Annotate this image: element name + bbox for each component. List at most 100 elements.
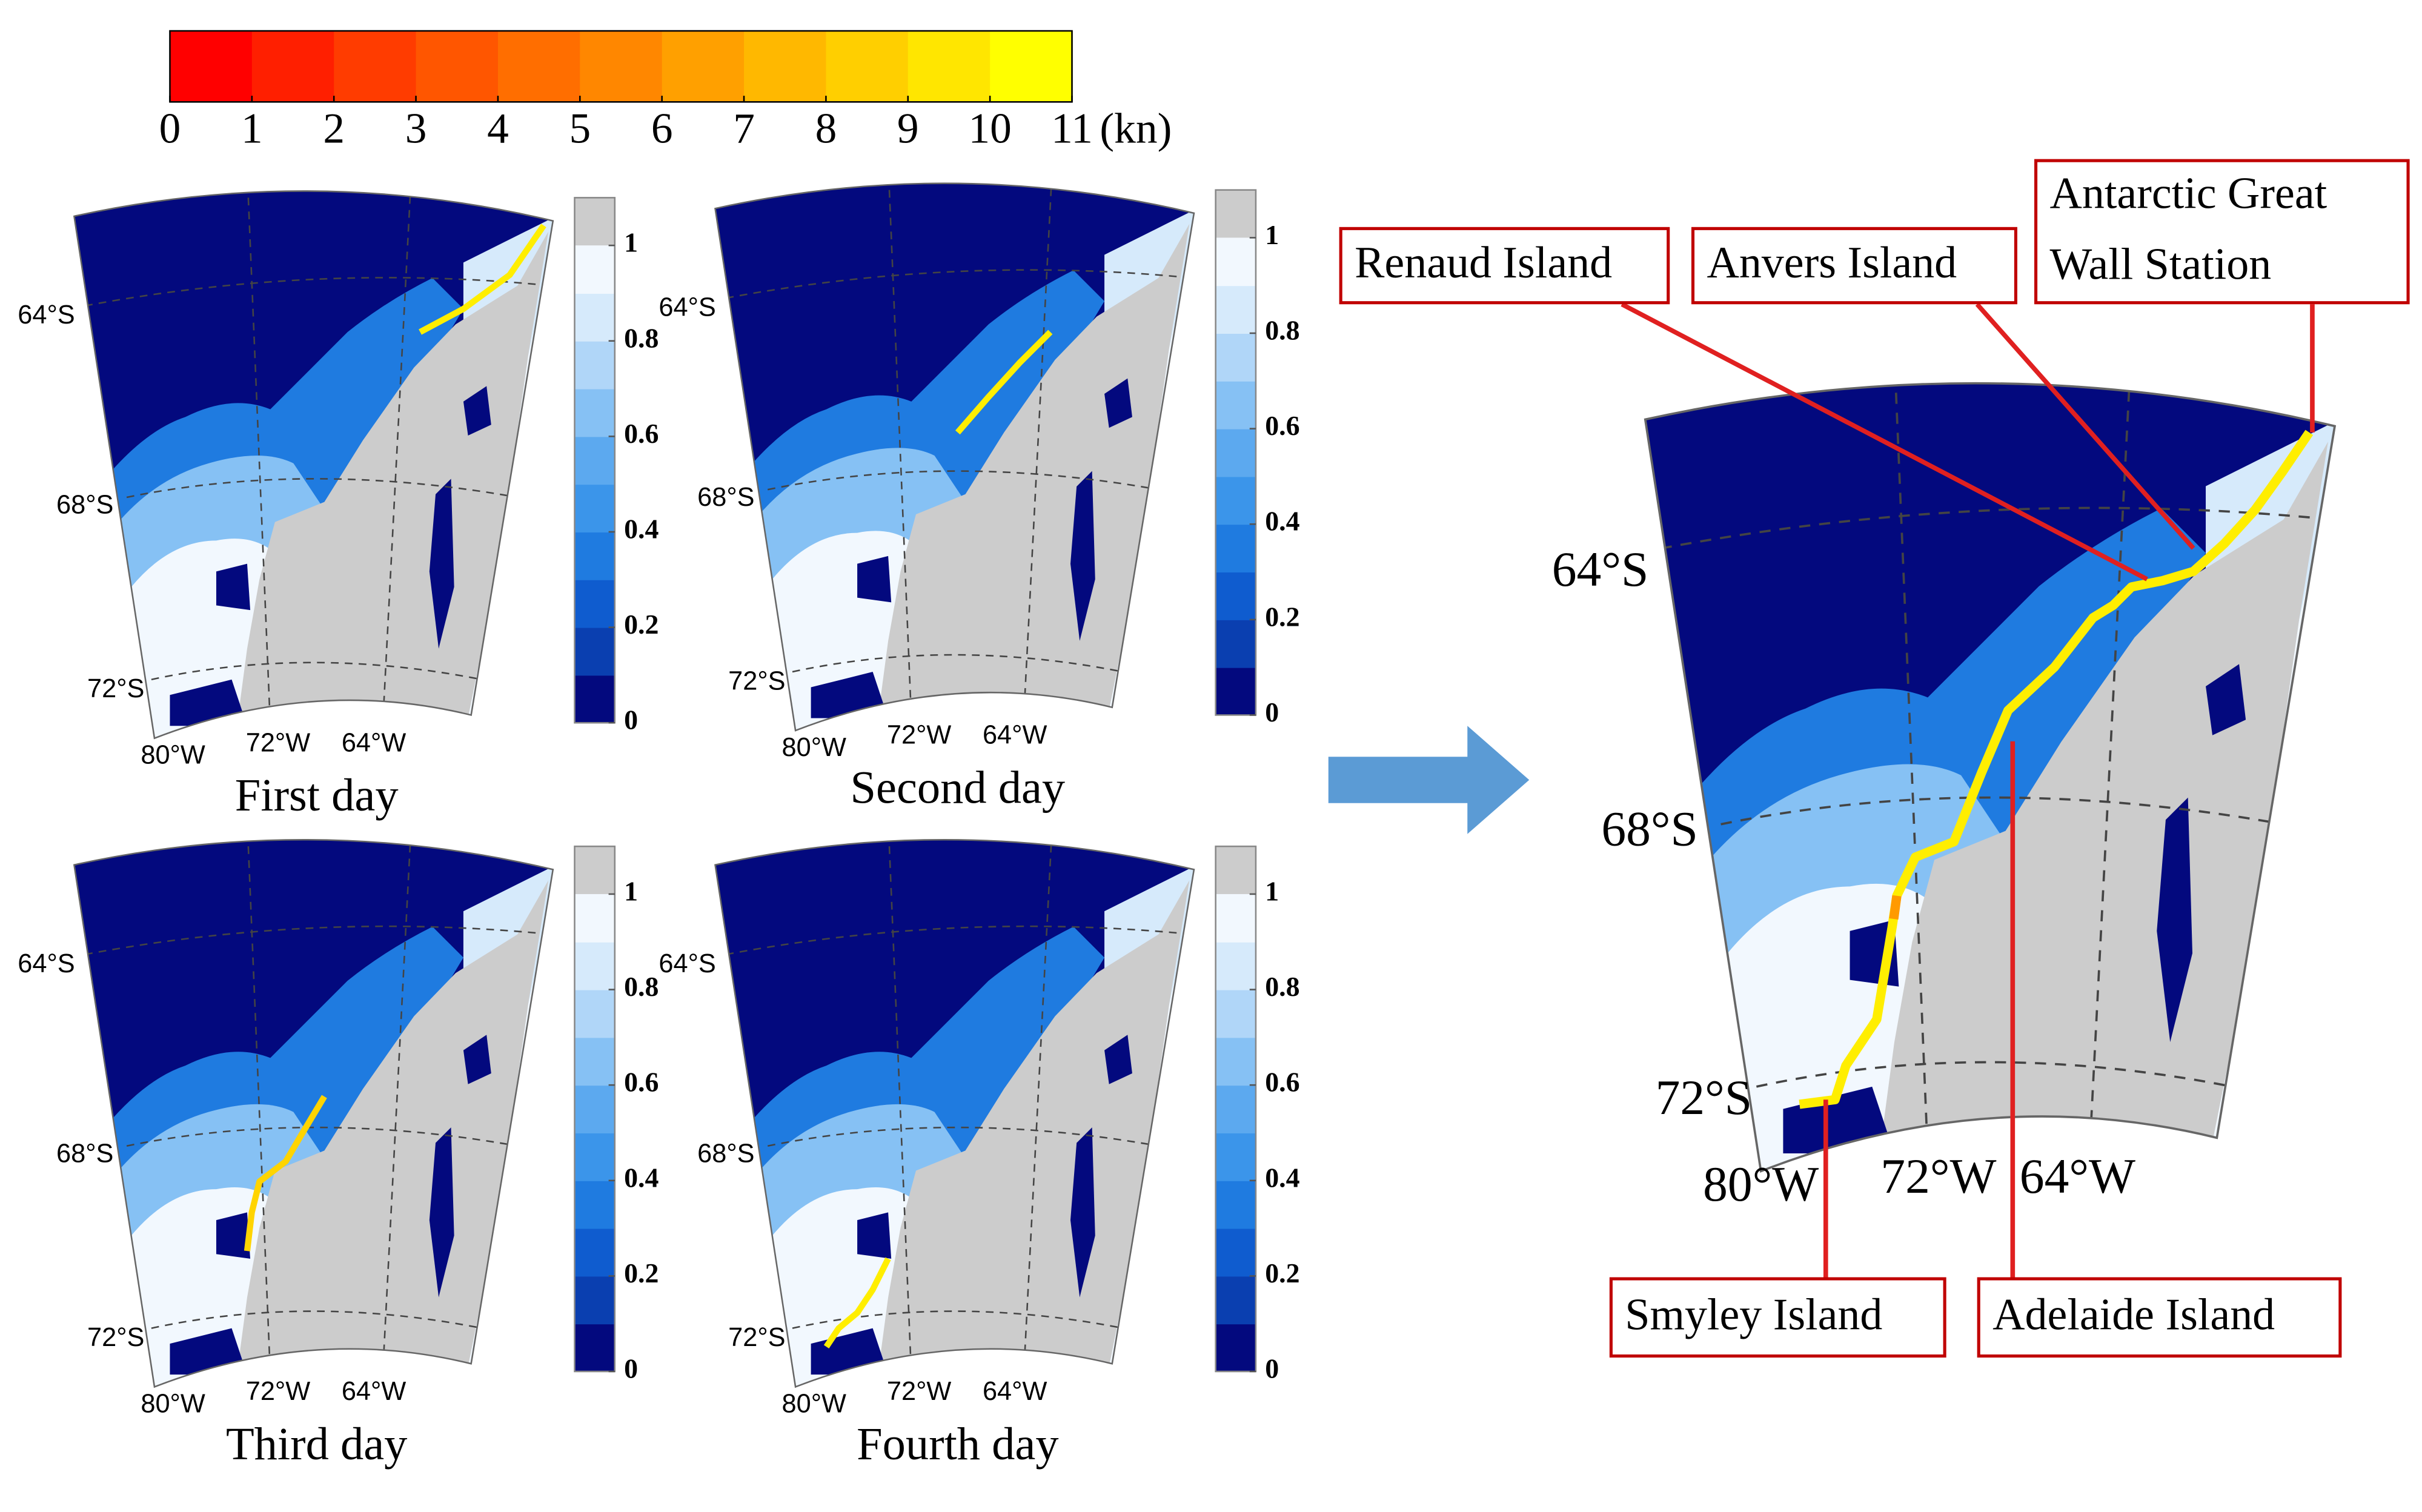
ice-color-segment [1215, 237, 1256, 287]
ice-color-segment [574, 1085, 615, 1133]
main-lat-label: 68°S [1601, 801, 1698, 856]
map-panel: 64°S 68°S 72°S 80°W 72°W 64°W Second day 0 0.2 0.… [659, 182, 1300, 813]
route [823, 1257, 891, 1349]
ice-tick-label: 0 [1265, 1353, 1279, 1384]
lat-label: 68°S [697, 483, 754, 512]
route [244, 1095, 327, 1252]
ice-tick-label: 0.4 [624, 1162, 659, 1193]
open-water [1104, 378, 1132, 428]
ice-colorbar-frame [574, 845, 616, 1373]
speed-tick-label: 1 [241, 105, 263, 153]
panel-title: Fourth day [857, 1418, 1058, 1470]
annotation-text: Wall Station [2050, 239, 2272, 289]
ice-color-segment [1215, 619, 1256, 668]
ice-tick-label: 0.6 [1265, 1067, 1299, 1098]
speed-color-segment [907, 30, 991, 102]
grid-line [151, 662, 482, 681]
ice-color-segment [574, 484, 615, 532]
panel-title: Third day [226, 1418, 407, 1470]
lon-label: 64°W [342, 1377, 406, 1406]
ice-color-segment [574, 436, 615, 485]
grid-line [792, 654, 1123, 673]
lon-label: 64°W [983, 1377, 1047, 1406]
speed-tick-label: 6 [651, 105, 673, 153]
speed-tick-label: 3 [405, 105, 427, 153]
lat-label: 72°S [728, 666, 785, 695]
ice-tick-label: 0.2 [624, 609, 659, 640]
ice-color-segment [574, 627, 615, 676]
ice-color-segment [1215, 1228, 1256, 1277]
lon-label: 80°W [782, 733, 847, 762]
lon-label: 72°W [887, 721, 952, 750]
main-lat-label: 64°S [1552, 542, 1649, 597]
panel-title: First day [235, 769, 399, 821]
ice-tick-label: 0.4 [1265, 506, 1299, 537]
grid-line [1023, 183, 1053, 711]
ice-color-segment [574, 1037, 615, 1086]
ice-tick-label: 0.6 [624, 418, 659, 449]
ice-tick-label: 0.8 [624, 971, 659, 1002]
ice-land-segment [574, 846, 615, 894]
lat-label: 68°S [56, 1139, 113, 1169]
ice-color-segment [574, 579, 615, 628]
annotation-text: Anvers Island [1707, 237, 1957, 287]
leader-line [1621, 302, 2148, 582]
map-frame [1644, 382, 2337, 1173]
lon-label: 72°W [246, 728, 311, 757]
ice-tick-label: 0 [624, 1353, 638, 1384]
map-frame [714, 182, 1195, 732]
speed-unit: (kn) [1100, 105, 1172, 153]
lon-label: 80°W [141, 741, 205, 770]
land [234, 880, 549, 1387]
ice-color-segment [574, 1324, 615, 1373]
grid-line [126, 1126, 518, 1147]
land [875, 224, 1190, 731]
land [875, 880, 1190, 1387]
speed-color-segment [334, 30, 417, 102]
speed-tick-label: 0 [159, 105, 181, 153]
ice-color-segment [1215, 989, 1256, 1038]
grid-line [382, 840, 412, 1367]
ice-color-segment [1215, 476, 1256, 525]
main-lon-label: 80°W [1703, 1156, 1819, 1212]
open-water [1070, 471, 1095, 642]
speed-tick-label: 2 [323, 105, 345, 153]
main-route-slow [1889, 895, 1902, 920]
open-water [1070, 1127, 1095, 1298]
map-frame [73, 838, 554, 1388]
ice-tick-label: 0.6 [1265, 410, 1299, 441]
ice-tick-label: 0.8 [1265, 315, 1299, 346]
ice-tick-label: 1 [624, 875, 638, 906]
leader-line [1975, 302, 2195, 550]
main-lon-label: 72°W [1880, 1149, 1996, 1204]
ice-color-segment [1215, 667, 1256, 716]
open-water [857, 555, 892, 603]
ice-color-segment [574, 293, 615, 342]
ice-color-segment [574, 894, 615, 943]
ice-tick-label: 0.6 [624, 1067, 659, 1098]
map-area [715, 183, 1194, 731]
open-water [2206, 664, 2246, 735]
annotation-text: Smyley Island [1625, 1289, 1882, 1339]
speed-color-segment [662, 30, 745, 102]
map-panel: 64°S 68°S 72°S 80°W 72°W 64°W Third day 0 0.2 0.4… [18, 838, 659, 1470]
arrow [1328, 726, 1530, 834]
ice-land-segment [574, 197, 615, 246]
lon-label: 80°W [782, 1390, 847, 1419]
ice-color-segment [1215, 1324, 1256, 1373]
grid-line [792, 1310, 1123, 1329]
route [419, 224, 546, 335]
ice-tick-label: 0 [624, 705, 638, 735]
grid-line [382, 191, 412, 718]
ice-tick-label: 1 [624, 227, 638, 258]
ice-tick-label: 0.4 [1265, 1162, 1299, 1193]
lat-label: 68°S [56, 491, 113, 520]
speed-color-segment [497, 30, 581, 102]
map-frame [73, 190, 554, 740]
open-water [463, 1035, 491, 1084]
lon-label: 72°W [887, 1377, 952, 1406]
grid-line [767, 470, 1159, 491]
ice-color-segment [1215, 428, 1256, 477]
ice-color-segment [574, 1276, 615, 1325]
